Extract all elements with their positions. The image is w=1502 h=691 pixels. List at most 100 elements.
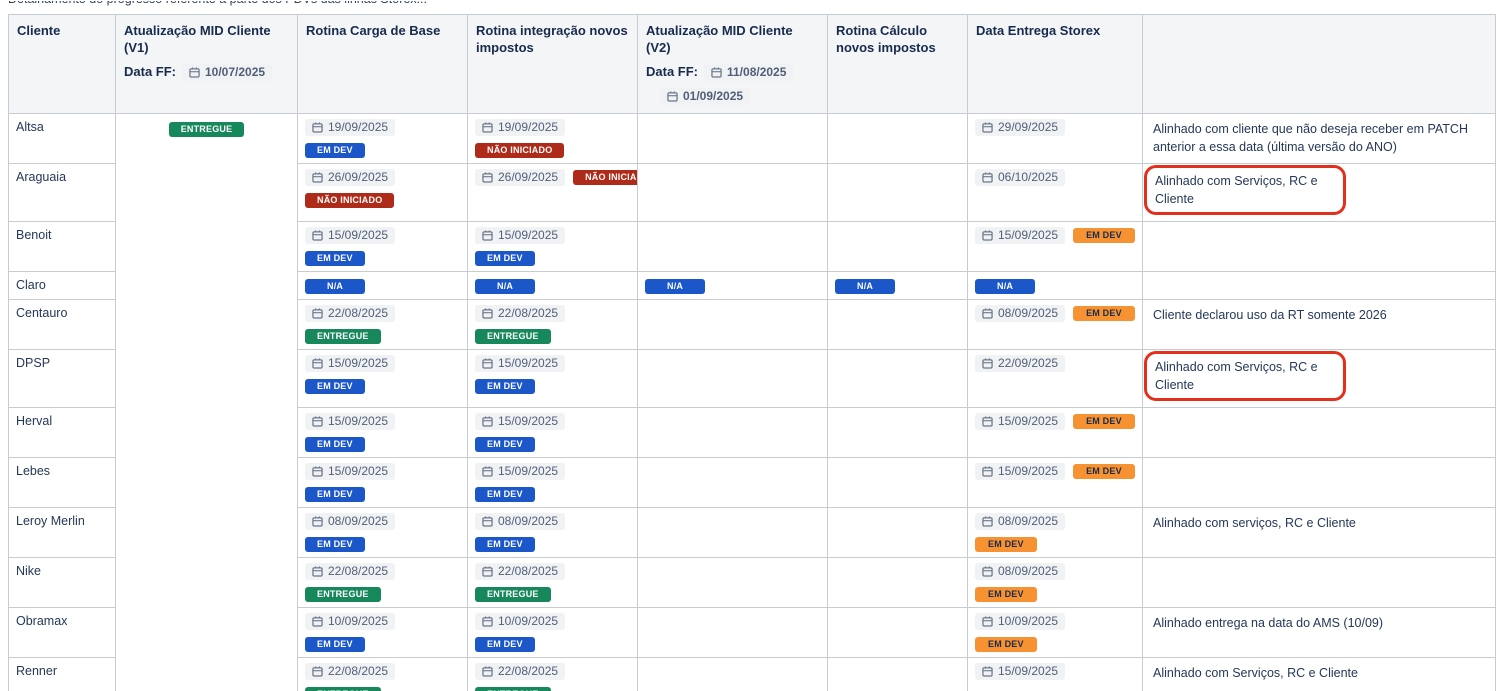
client-cell: Nike [8, 557, 116, 609]
date-chip: 22/08/2025 [475, 305, 566, 323]
calendar-icon [312, 416, 323, 427]
date-chip: 15/09/2025 [475, 227, 566, 245]
cell-mid-v2 [637, 457, 828, 509]
date-chip: 29/09/2025 [975, 118, 1066, 136]
date-chip-label: 15/09/2025 [998, 464, 1059, 479]
cell-carga-de-base: 15/09/2025 EM DEV [297, 349, 468, 409]
date-chip-label: 15/09/2025 [328, 464, 389, 479]
note-text: Alinhado entrega na data do AMS (10/09) [1153, 616, 1384, 631]
date-chip: 19/09/2025 [305, 118, 396, 136]
date-chip-label: 15/09/2025 [998, 414, 1059, 429]
cell-integracao-impostos: N/A [467, 271, 638, 301]
cell-calculo-impostos [827, 221, 968, 273]
cell-data-entrega-storex: N/A [967, 271, 1143, 301]
calendar-icon [482, 666, 493, 677]
cell-integracao-impostos: 26/09/2025 NÃO INICIADO [467, 162, 638, 223]
cell-carga-de-base: 15/09/2025 EM DEV [297, 407, 468, 459]
date-chip-label: 15/09/2025 [498, 414, 559, 429]
calendar-icon [982, 516, 993, 527]
calendar-icon [982, 466, 993, 477]
status-badge: N/A [975, 279, 1036, 295]
date-chip-label: 22/08/2025 [328, 306, 389, 321]
status-badge: EM DEV [305, 437, 365, 453]
table-row: Obramax 10/09/2025 EM DEV 10/09/2025 EM DEV 1… [8, 607, 1496, 659]
client-name: Benoit [16, 228, 52, 243]
calendar-icon [982, 308, 993, 319]
calendar-icon [312, 230, 323, 241]
data-ff-label: Data FF: [124, 63, 176, 79]
calendar-icon [312, 666, 323, 677]
col-header-carga-de-base: Rotina Carga de Base [297, 14, 468, 114]
date-chip: 22/09/2025 [975, 355, 1066, 373]
note-text: Cliente declarou uso da RT somente 2026 [1153, 308, 1387, 323]
client-cell: Lebes [8, 457, 116, 509]
cell-calculo-impostos [827, 457, 968, 509]
calendar-icon [312, 516, 323, 527]
date-chip-label: 22/08/2025 [328, 664, 389, 679]
col-header-label: Atualização MID Cliente (V1) [124, 23, 271, 55]
client-name: Leroy Merlin [16, 514, 85, 529]
date-chip-label: 26/09/2025 [498, 169, 559, 184]
note-with-red-annotation: Alinhado com Serviços, RC e Cliente [1144, 351, 1346, 402]
date-chip: 15/09/2025 [475, 355, 566, 373]
date-chip: 15/09/2025 [975, 663, 1066, 681]
calendar-icon [482, 616, 493, 627]
cell-data-entrega-storex: 10/09/2025 EM DEV [967, 607, 1143, 659]
status-badge: ENTREGUE [305, 587, 381, 603]
cell-integracao-impostos: 10/09/2025 EM DEV [467, 607, 638, 659]
calendar-icon [482, 308, 493, 319]
status-badge: EM DEV [305, 537, 365, 553]
cell-carga-de-base: N/A [297, 271, 468, 301]
note-text: Alinhado com serviços, RC e Cliente [1153, 516, 1356, 531]
note-text: Alinhado com Serviços, RC e Cliente [1153, 666, 1358, 681]
client-cell: Centauro [8, 299, 116, 351]
date-chip: 08/09/2025 [475, 513, 566, 531]
client-cell: Obramax [8, 607, 116, 659]
cell-integracao-impostos: 15/09/2025 EM DEV [467, 457, 638, 509]
cell-nota: Cliente declarou uso da RT somente 2026 [1142, 299, 1496, 351]
calendar-icon [312, 172, 323, 183]
status-badge: EM DEV [975, 537, 1037, 553]
date-chip-label: 15/09/2025 [328, 356, 389, 371]
status-badge: NÃO INICIADO [573, 169, 637, 185]
table-body: Altsa ENTREGUE 19/09/2025 EM DEV 19/09/2025 N… [8, 112, 1496, 691]
client-name: Araguaia [16, 169, 67, 184]
status-badge: EM DEV [1073, 228, 1135, 244]
date-chip: 10/09/2025 [975, 613, 1066, 631]
cell-carga-de-base: 22/08/2025 ENTREGUE [297, 557, 468, 609]
cell-mid-v2 [637, 349, 828, 409]
date-chip: 08/09/2025 [975, 563, 1066, 581]
cell-integracao-impostos: 22/08/2025 ENTREGUE [467, 657, 638, 691]
cell-calculo-impostos [827, 299, 968, 351]
page-title: Detalhamento do progresso referente a pa… [8, 1, 1495, 6]
date-chip-label: 11/08/2025 [727, 64, 787, 79]
calendar-icon [189, 67, 200, 78]
cell-nota [1142, 557, 1496, 609]
date-chip-label: 19/09/2025 [498, 119, 559, 134]
calendar-icon [482, 466, 493, 477]
page-title-clipped: Detalhamento do progresso referente a pa… [8, 1, 1495, 10]
client-name: Obramax [16, 614, 68, 629]
status-badge: EM DEV [475, 251, 535, 267]
status-badge: EM DEV [305, 142, 365, 158]
cell-integracao-impostos: 19/09/2025 NÃO INICIADO [467, 112, 638, 164]
date-chip-label: 22/08/2025 [498, 564, 559, 579]
calendar-icon [482, 416, 493, 427]
cell-nota: Alinhado com Serviços, RC e Cliente [1142, 162, 1496, 223]
calendar-icon [982, 230, 993, 241]
client-cell: Leroy Merlin [8, 507, 116, 559]
date-chip: 11/08/2025 [704, 63, 794, 81]
calendar-icon [482, 122, 493, 133]
cell-calculo-impostos [827, 607, 968, 659]
client-cell: Claro [8, 271, 116, 301]
status-badge: EM DEV [305, 637, 365, 653]
calendar-icon [982, 666, 993, 677]
date-chip: 22/08/2025 [475, 663, 566, 681]
date-chip-label: 10/09/2025 [498, 614, 559, 629]
col-header-label: Rotina Carga de Base [306, 23, 441, 38]
calendar-icon [711, 67, 722, 78]
client-name: Altsa [16, 119, 44, 134]
col-header-mid-v1: Atualização MID Cliente (V1) Data FF: 10… [115, 14, 298, 114]
status-badge: EM DEV [1073, 414, 1135, 430]
